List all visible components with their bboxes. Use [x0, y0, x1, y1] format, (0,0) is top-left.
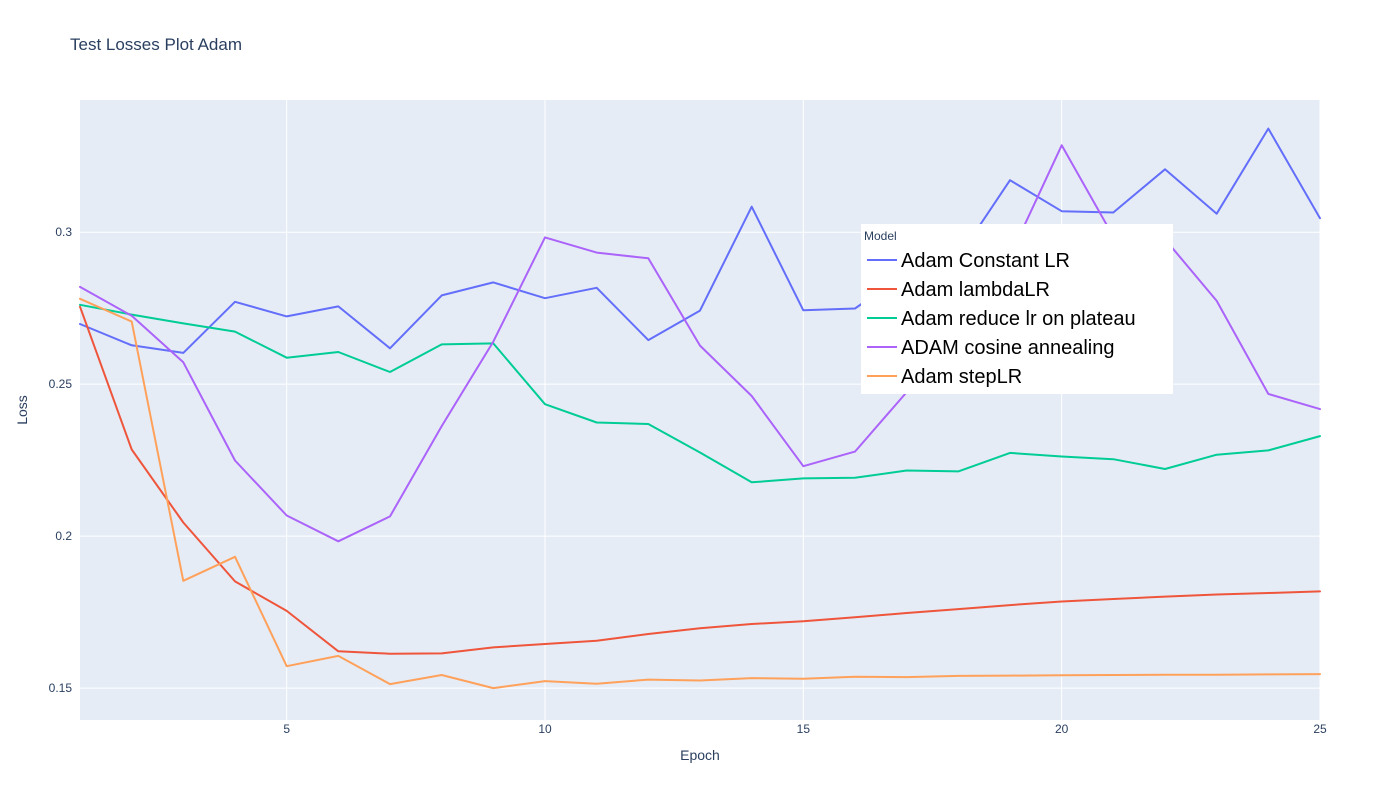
legend-item[interactable]: Adam Constant LR [867, 250, 1070, 272]
y-tick-label: 0.3 [55, 225, 72, 239]
plot-area [80, 100, 1320, 720]
y-tick-label: 0.25 [49, 377, 73, 391]
y-tick-label: 0.15 [49, 681, 73, 695]
legend-item[interactable]: ADAM cosine annealing [867, 337, 1114, 359]
legend-item[interactable]: Adam stepLR [867, 366, 1022, 388]
legend-label: Adam lambdaLR [901, 279, 1050, 301]
legend-label: Adam Constant LR [901, 250, 1070, 272]
legend-items: Adam Constant LR Adam lambdaLR Adam reduce… [867, 250, 1136, 388]
x-axis-ticks: 5 10 15 20 25 [283, 722, 1327, 736]
series-line-1 [79, 127, 1321, 354]
legend-label: Adam reduce lr on plateau [901, 308, 1136, 330]
x-tick-label: 25 [1313, 722, 1327, 736]
legend-item[interactable]: Adam lambdaLR [867, 279, 1050, 301]
legend-background [861, 224, 1173, 394]
y-axis-ticks: 0.15 0.2 0.25 0.3 [49, 225, 73, 695]
x-axis-title: Epoch [680, 747, 720, 763]
series-line-3 [79, 303, 1321, 484]
legend-title: Model [864, 229, 897, 243]
legend-item[interactable]: Adam reduce lr on plateau [867, 308, 1136, 330]
series-line-2 [79, 305, 1321, 655]
y-axis-title: Loss [14, 395, 30, 425]
y-tick-label: 0.2 [55, 529, 72, 543]
x-tick-label: 5 [283, 722, 290, 736]
x-tick-label: 10 [538, 722, 552, 736]
x-tick-label: 20 [1055, 722, 1069, 736]
series-line-5 [79, 297, 1321, 690]
chart-title: Test Losses Plot Adam [70, 35, 242, 54]
legend-label: Adam stepLR [901, 366, 1022, 388]
legend-label: ADAM cosine annealing [901, 337, 1114, 359]
x-tick-label: 15 [797, 722, 811, 736]
